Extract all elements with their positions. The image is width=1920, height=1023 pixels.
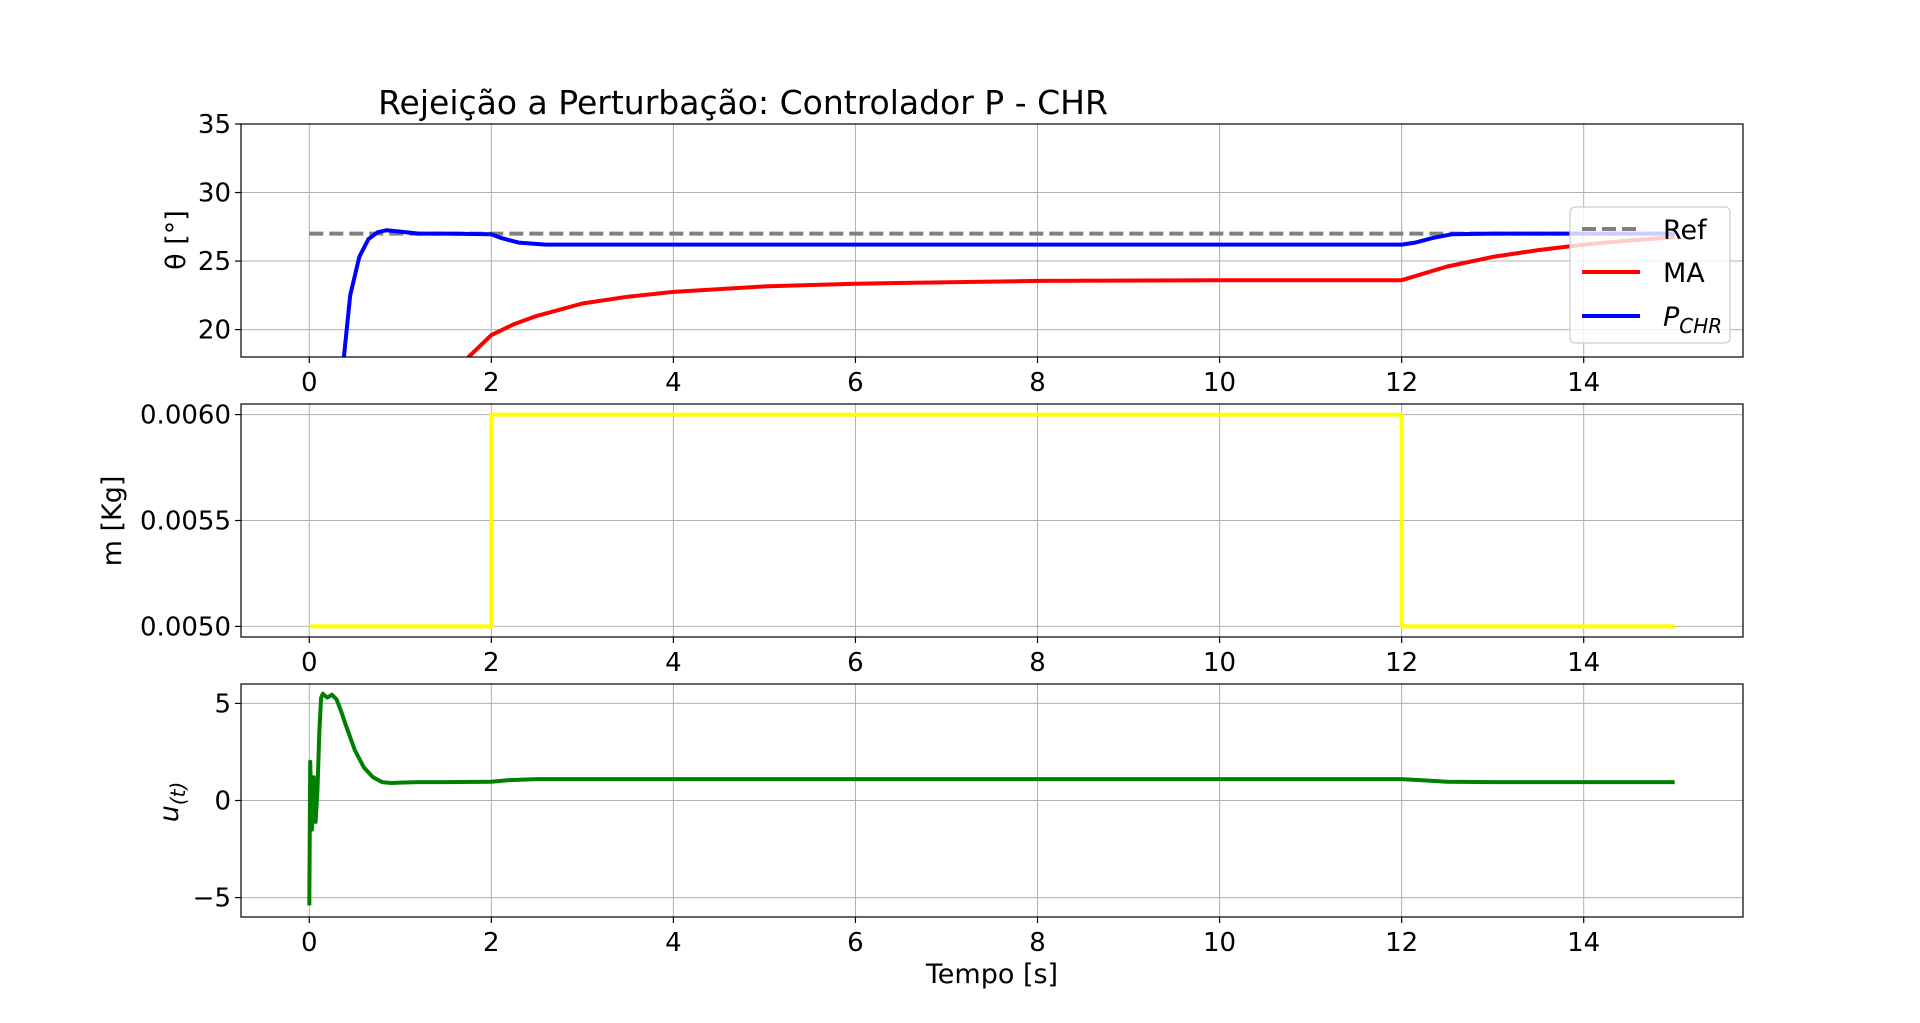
mass-xtick-label: 0 <box>301 648 318 678</box>
control-xlabel: Tempo [s] <box>925 959 1058 990</box>
mass-xtick-label: 2 <box>483 648 500 678</box>
theta-xtick-label: 12 <box>1385 368 1418 398</box>
theta-xtick-label: 14 <box>1567 368 1600 398</box>
control-ytick-label: 0 <box>214 787 231 817</box>
theta-panel: 0 2 4 6 8 10 12 14 20 25 30 35 θ [°] Ref MA PCHR <box>161 110 1743 604</box>
control-xtick-label: 0 <box>301 928 318 958</box>
series-p-chr <box>309 230 1674 604</box>
mass-xtick-label: 4 <box>665 648 682 678</box>
theta-ylabel: θ [°] <box>161 210 192 270</box>
control-xtick-label: 6 <box>847 928 864 958</box>
mass-xtick-label: 6 <box>847 648 864 678</box>
mass-xtick-label: 12 <box>1385 648 1418 678</box>
mass-ytick-label: 0.0060 <box>140 401 231 431</box>
theta-ytick-label: 25 <box>198 247 231 277</box>
theta-xtick-label: 6 <box>847 368 864 398</box>
control-ylabel: u(t) <box>154 782 190 823</box>
legend: Ref MA PCHR <box>1570 207 1730 343</box>
legend-pchr-sub: CHR <box>1679 314 1722 338</box>
mass-xtick-label: 10 <box>1203 648 1236 678</box>
control-ytick-label: −5 <box>193 884 231 914</box>
mass-xtick-label: 8 <box>1029 648 1046 678</box>
mass-ylabel: m [Kg] <box>97 476 128 567</box>
theta-xtick-label: 2 <box>483 368 500 398</box>
control-ylabel-main: u <box>154 805 185 822</box>
series-ma <box>309 237 1674 604</box>
control-ylabel-sub: (t) <box>166 782 190 805</box>
series-u <box>309 694 1674 906</box>
legend-pchr-main: P <box>1663 302 1680 333</box>
control-xtick-label: 14 <box>1567 928 1600 958</box>
mass-ytick-label: 0.0055 <box>140 507 231 537</box>
theta-ytick-label: 20 <box>198 316 231 346</box>
theta-ytick-label: 35 <box>198 110 231 140</box>
control-xtick-label: 2 <box>483 928 500 958</box>
control-xtick-label: 10 <box>1203 928 1236 958</box>
theta-xtick-label: 10 <box>1203 368 1236 398</box>
mass-ytick-label: 0.0050 <box>140 612 231 642</box>
theta-ytick-label: 30 <box>198 179 231 209</box>
theta-xtick-label: 4 <box>665 368 682 398</box>
theta-xtick-label: 8 <box>1029 368 1046 398</box>
theta-xtick-label: 0 <box>301 368 318 398</box>
chart-title: Rejeição a Perturbação: Controlador P - … <box>378 83 1108 122</box>
control-ytick-label: 5 <box>214 689 231 719</box>
legend-ref-label: Ref <box>1663 215 1708 246</box>
control-xtick-label: 12 <box>1385 928 1418 958</box>
control-panel: 0 2 4 6 8 10 12 14 −5 0 5 u(t) Tempo [s] <box>154 684 1743 990</box>
control-xtick-label: 8 <box>1029 928 1046 958</box>
legend-ma-label: MA <box>1663 258 1705 289</box>
theta-axes-frame <box>241 124 1743 357</box>
mass-panel: 0 2 4 6 8 10 12 14 0.0050 0.0055 0.0060 m [Kg] <box>97 401 1743 678</box>
control-xtick-label: 4 <box>665 928 682 958</box>
mass-xtick-label: 14 <box>1567 648 1600 678</box>
